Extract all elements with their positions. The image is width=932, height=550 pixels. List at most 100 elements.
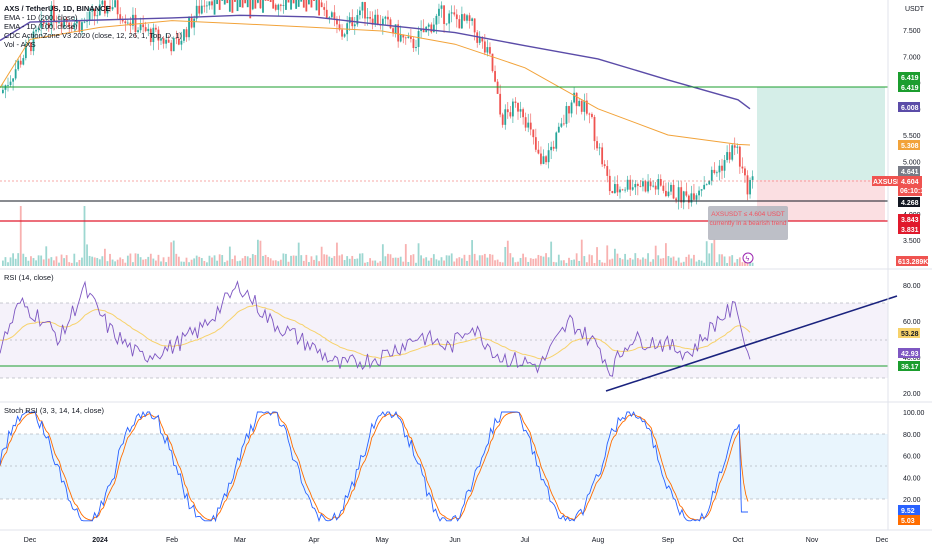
volume-bar bbox=[203, 260, 206, 266]
volume-bar bbox=[162, 257, 165, 266]
volume-bar bbox=[591, 255, 593, 266]
volume-bar bbox=[611, 258, 614, 266]
candle-body bbox=[96, 15, 99, 17]
candle-body bbox=[728, 152, 731, 160]
candle-body bbox=[387, 16, 389, 20]
time-tick: May bbox=[375, 537, 389, 544]
svg-text:3.843: 3.843 bbox=[901, 217, 919, 224]
stoch-tick: 20.00 bbox=[903, 497, 921, 504]
volume-bar bbox=[718, 254, 721, 266]
candle-body bbox=[417, 31, 420, 48]
candle-body bbox=[716, 172, 718, 174]
volume-bar bbox=[665, 243, 667, 266]
svg-text:4.641: 4.641 bbox=[901, 169, 919, 176]
volume-bar bbox=[318, 261, 320, 266]
volume-bar bbox=[93, 257, 96, 266]
rsi-title: RSI (14, close) bbox=[4, 273, 54, 282]
volume-bar bbox=[744, 261, 746, 266]
rsi-pane[interactable]: RSI (14, close) bbox=[0, 268, 932, 392]
candle-body bbox=[710, 169, 713, 181]
candle-body bbox=[506, 109, 509, 113]
time-tick: Apr bbox=[309, 537, 321, 544]
volume-bar bbox=[593, 262, 596, 266]
candle-body bbox=[563, 123, 565, 125]
volume-bar bbox=[114, 261, 116, 266]
lightning-icon[interactable] bbox=[742, 252, 754, 264]
candle-body bbox=[675, 198, 677, 201]
volume-bar bbox=[170, 242, 173, 266]
volume-bar bbox=[749, 260, 751, 266]
legend-cdc[interactable]: CDC ActionZone V3 2020 (close, 12, 26, 1… bbox=[4, 31, 182, 40]
legend-ema100[interactable]: EMA - 1D (100, close) bbox=[4, 22, 78, 31]
volume-bar bbox=[165, 262, 167, 266]
volume-bar bbox=[540, 255, 542, 266]
volume-bar bbox=[568, 257, 570, 266]
volume-bar bbox=[389, 254, 392, 266]
rsi-trendline[interactable] bbox=[605, 295, 898, 392]
candle-body bbox=[483, 41, 486, 53]
time-axis[interactable]: Dec 2024 Feb Mar Apr May Jun Jul Aug Sep Oct Nov Dec bbox=[0, 529, 932, 544]
candle-body bbox=[649, 181, 652, 187]
candle-body bbox=[448, 13, 451, 24]
volume-bar bbox=[167, 256, 170, 266]
tag-stoch-k: 9.52 bbox=[898, 505, 920, 515]
volume-bar bbox=[336, 242, 338, 266]
volume-bar bbox=[404, 244, 407, 266]
volume-bar bbox=[124, 262, 127, 266]
volume-bar bbox=[458, 257, 461, 266]
candle-body bbox=[313, 0, 315, 1]
volume-bar bbox=[682, 261, 685, 266]
ema200-line bbox=[0, 14, 751, 110]
volume-bar bbox=[295, 255, 298, 266]
svg-text:613.289K: 613.289K bbox=[898, 259, 928, 266]
volume-bar bbox=[374, 260, 377, 266]
price-axis-unit: USDT bbox=[905, 6, 925, 13]
indicator-legend[interactable]: AXS / TetherUS, 1D, BINANCE EMA - 1D (20… bbox=[4, 4, 182, 49]
candle-body bbox=[231, 0, 234, 13]
candle-body bbox=[557, 126, 560, 133]
candle-body bbox=[438, 8, 440, 16]
volume-bar bbox=[106, 261, 109, 266]
candle-body bbox=[4, 85, 7, 90]
candle-body bbox=[236, 0, 239, 12]
volume-bar bbox=[190, 259, 193, 266]
candle-body bbox=[32, 31, 35, 52]
price-pane[interactable]: ϟ bbox=[0, 0, 888, 268]
candle-body bbox=[277, 4, 280, 10]
ema100-line bbox=[0, 20, 751, 146]
price-axis[interactable]: USDT 7.5007.0006.5006.0005.5005.0004.500… bbox=[872, 0, 928, 530]
candle-body bbox=[410, 36, 412, 39]
stoch-pane[interactable]: Stoch RSI (3, 3, 14, 14, close) bbox=[0, 401, 932, 523]
volume-bar bbox=[575, 253, 578, 266]
volume-bar bbox=[116, 259, 119, 266]
candle-body bbox=[540, 153, 542, 164]
volume-bar bbox=[160, 261, 162, 266]
volume-bar bbox=[287, 261, 290, 266]
candle-body bbox=[463, 14, 466, 21]
candle-body bbox=[147, 28, 150, 32]
candle-body bbox=[537, 149, 540, 154]
candle-body bbox=[177, 38, 180, 45]
volume-bar bbox=[134, 253, 137, 266]
volume-bar bbox=[297, 242, 300, 266]
legend-volume[interactable]: Vol - AXS bbox=[4, 40, 36, 49]
volume-bar bbox=[616, 253, 619, 266]
volume-bar bbox=[509, 253, 512, 266]
candle-body bbox=[392, 28, 394, 34]
volume-bar bbox=[394, 257, 397, 266]
volume-bar bbox=[527, 261, 530, 266]
volume-bar bbox=[142, 259, 145, 266]
volume-bar bbox=[104, 248, 106, 266]
candle-body bbox=[198, 5, 201, 14]
volume-bar bbox=[290, 255, 292, 266]
legend-symbol[interactable]: AXS / TetherUS, 1D, BINANCE bbox=[4, 4, 111, 13]
legend-ema200[interactable]: EMA - 1D (200, close) bbox=[4, 13, 78, 22]
candle-body bbox=[106, 5, 109, 14]
volume-bar bbox=[672, 256, 675, 266]
long-position-profit-zone[interactable] bbox=[757, 87, 885, 180]
candle-body bbox=[216, 0, 218, 5]
price-tick: 5.000 bbox=[903, 159, 921, 166]
candle-body bbox=[320, 2, 323, 8]
candle-body bbox=[40, 19, 43, 28]
